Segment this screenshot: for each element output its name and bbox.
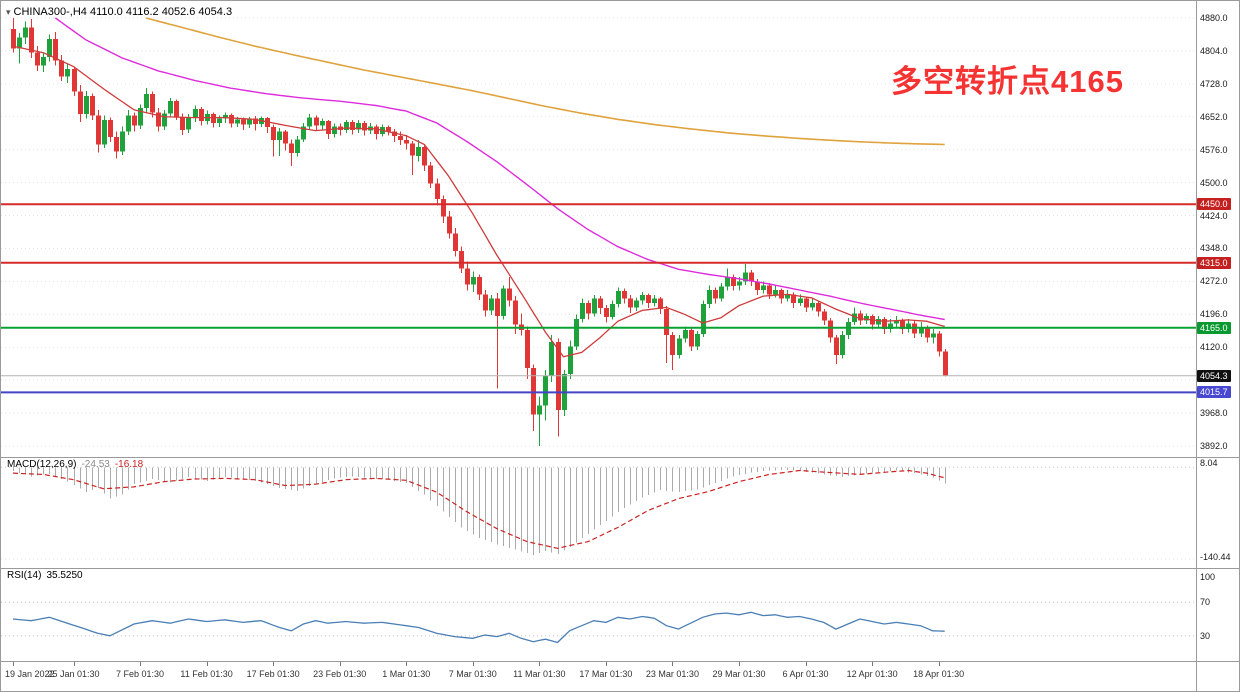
time-axis-label: 23 Mar 01:30 <box>645 669 699 679</box>
price-axis-label: 3892.0 <box>1200 441 1228 451</box>
macd-panel-label: MACD(12,26,9) -24.53 -16.18 <box>7 459 148 470</box>
time-axis-tick <box>406 662 407 666</box>
price-tag: 4054.3 <box>1197 369 1231 382</box>
chart-symbol-icon: ▾ <box>6 7 11 17</box>
time-axis-tick <box>473 662 474 666</box>
price-tag: 4450.0 <box>1197 198 1231 211</box>
rsi-value: 35.5250 <box>46 570 83 581</box>
price-axis-label: 4728.0 <box>1200 78 1228 89</box>
price-axis-label: 4120.0 <box>1200 342 1228 353</box>
time-axis-label: 29 Mar 01:30 <box>712 669 766 679</box>
time-axis-tick <box>672 662 673 666</box>
price-axis-label: 4196.0 <box>1200 309 1228 320</box>
annotation-text: 多空转折点4165 <box>891 64 1124 99</box>
macd-axis-max: 8.04 <box>1200 458 1218 468</box>
macd-axis-min: -140.44 <box>1200 552 1231 562</box>
time-axis-label: 18 Apr 01:30 <box>913 669 965 679</box>
rsi-panel-label: RSI(14) 35.5250 <box>7 570 88 581</box>
price-axis-label: 3968.0 <box>1200 408 1228 419</box>
price-tag: 4015.7 <box>1197 386 1231 399</box>
time-axis-label: 17 Feb 01:30 <box>246 669 300 679</box>
rsi-axis-100: 100 <box>1200 572 1216 582</box>
price-axis-label: 4804.0 <box>1200 45 1228 56</box>
time-axis-tick <box>340 662 341 666</box>
chart-title-bar: ▾ CHINA300-,H4 4110.0 4116.2 4052.6 4054.… <box>6 6 232 18</box>
time-axis-tick <box>606 662 607 666</box>
price-axis-label: 4652.0 <box>1200 111 1228 122</box>
macd-label: MACD(12,26,9) <box>7 459 77 470</box>
price-axis-label: 4424.0 <box>1200 210 1228 221</box>
time-axis-tick <box>872 662 873 666</box>
time-axis-tick <box>739 662 740 666</box>
time-axis-tick <box>207 662 208 666</box>
price-axis-label: 4576.0 <box>1200 144 1228 155</box>
time-axis-tick <box>273 662 274 666</box>
price-tag: 4315.0 <box>1197 256 1231 269</box>
price-axis-label: 4880.0 <box>1200 13 1228 23</box>
rsi-axis-30: 30 <box>1200 631 1211 641</box>
time-axis-tick <box>539 662 540 666</box>
macd-signal-value: -16.18 <box>114 459 144 470</box>
time-axis-label: 11 Feb 01:30 <box>180 669 233 679</box>
time-axis-label: 17 Mar 01:30 <box>579 669 633 679</box>
price-axis-label: 4272.0 <box>1200 276 1228 287</box>
time-axis-label: 7 Feb 01:30 <box>116 669 165 679</box>
time-axis-tick <box>13 662 14 666</box>
time-axis-label: 19 Jan 2022 <box>5 669 55 679</box>
time-axis-tick <box>74 662 75 666</box>
rsi-label: RSI(14) <box>7 570 42 581</box>
time-axis-tick <box>806 662 807 666</box>
time-axis-label: 12 Apr 01:30 <box>846 669 898 679</box>
rsi-axis-70: 70 <box>1200 597 1211 607</box>
price-tag: 4165.0 <box>1197 321 1231 334</box>
time-axis-label: 23 Feb 01:30 <box>313 669 367 679</box>
time-axis-tick <box>140 662 141 666</box>
time-axis-tick <box>939 662 940 666</box>
symbol-ohlc-title: CHINA300-,H4 4110.0 4116.2 4052.6 4054.3 <box>13 6 233 18</box>
time-axis-label: 11 Mar 01:30 <box>513 669 566 679</box>
time-axis-label: 7 Mar 01:30 <box>448 669 497 679</box>
time-axis-label: 25 Jan 01:30 <box>47 669 100 679</box>
price-axis-label: 4500.0 <box>1200 177 1228 188</box>
price-axis-label: 4348.0 <box>1200 243 1228 254</box>
time-axis-label: 1 Mar 01:30 <box>382 669 431 679</box>
macd-main-value: -24.53 <box>81 459 110 470</box>
time-axis-label: 6 Apr 01:30 <box>782 669 829 679</box>
